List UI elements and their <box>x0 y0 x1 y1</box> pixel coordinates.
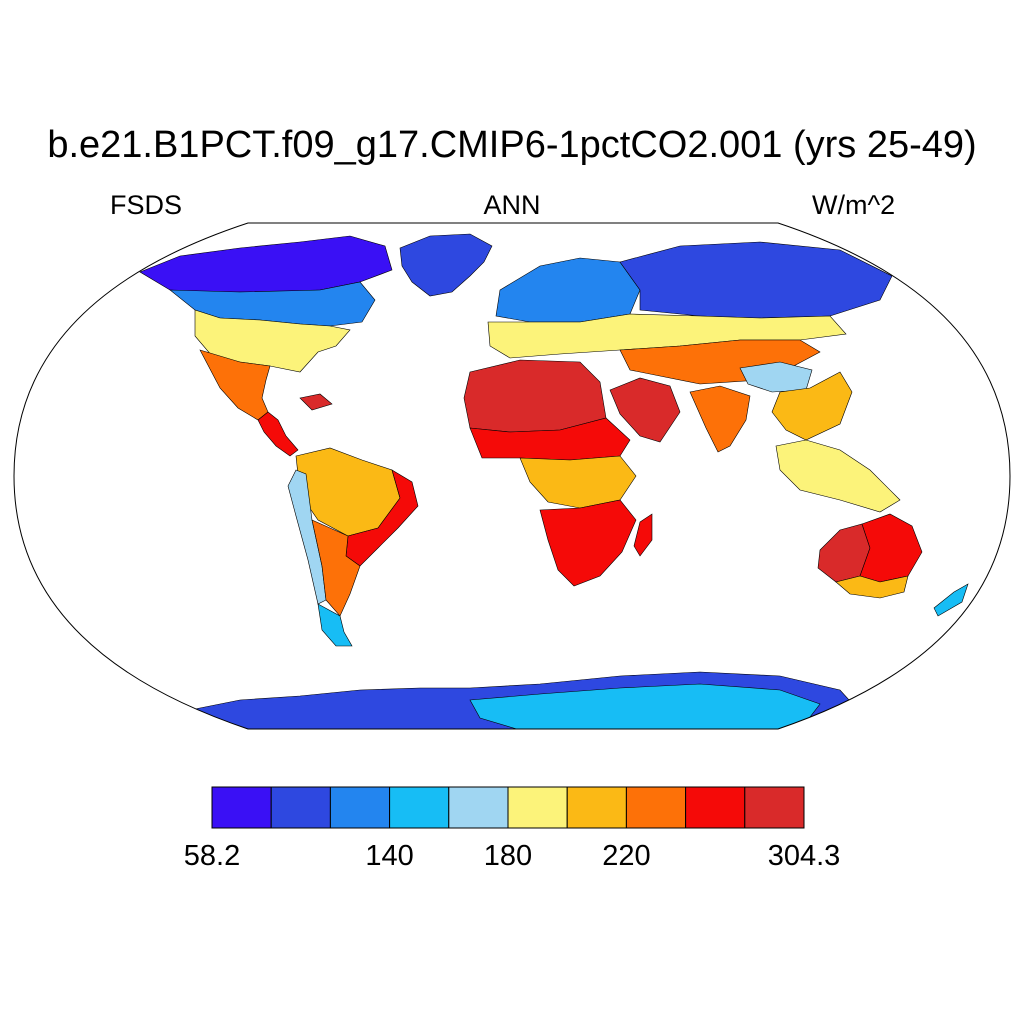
region-mexico <box>199 349 271 421</box>
colorbar-label: 220 <box>602 840 651 872</box>
colorbar-swatch-8 <box>685 786 746 829</box>
region-arabia <box>609 377 681 443</box>
colorbar-label: 304.3 <box>767 840 841 872</box>
region-sahel <box>469 417 631 461</box>
region-tibet <box>739 361 813 393</box>
region-andes <box>287 469 327 605</box>
colorbar-swatch-5 <box>507 786 568 829</box>
colorbar-swatch-4 <box>448 786 509 829</box>
colorbar-swatch-6 <box>566 786 627 829</box>
colorbar-swatch-9 <box>744 786 805 829</box>
region-australia-south <box>835 575 909 599</box>
region-southeast-asia <box>775 439 901 513</box>
region-central-america <box>257 411 299 457</box>
colorbar-swatch-7 <box>625 786 687 829</box>
region-new-zealand <box>933 583 969 617</box>
colorbar-label: 180 <box>483 840 533 872</box>
region-europe-north <box>495 257 641 323</box>
region-china <box>771 371 853 441</box>
region-siberia <box>619 241 893 319</box>
region-southern-africa <box>539 499 637 587</box>
region-patagonia <box>317 603 353 647</box>
map-frame <box>13 222 1011 730</box>
region-europe-south <box>487 313 847 359</box>
colorbar-swatch-3 <box>389 786 450 829</box>
colorbar-swatch-1 <box>270 786 331 829</box>
region-india <box>689 385 751 453</box>
region-southern-cone <box>311 519 361 617</box>
region-madagascar <box>633 513 653 557</box>
region-greenland <box>399 233 493 297</box>
colorbar-swatch-2 <box>329 786 391 829</box>
plot-title: b.e21.B1PCT.f09_g17.CMIP6-1pctCO2.001 (y… <box>47 124 977 166</box>
variable-label: FSDS <box>110 190 183 220</box>
region-sahara <box>463 359 607 433</box>
colorbar-label: 140 <box>365 840 414 872</box>
colorbar-label: 58.2 <box>183 840 241 872</box>
season-label: ANN <box>483 190 541 220</box>
colorbar-swatch-0 <box>211 786 272 829</box>
land-field <box>139 233 969 729</box>
region-antarctica-interior <box>469 683 821 729</box>
units-label: W/m^2 <box>812 190 896 220</box>
region-caribbean <box>299 393 333 411</box>
colorbar <box>211 786 805 829</box>
